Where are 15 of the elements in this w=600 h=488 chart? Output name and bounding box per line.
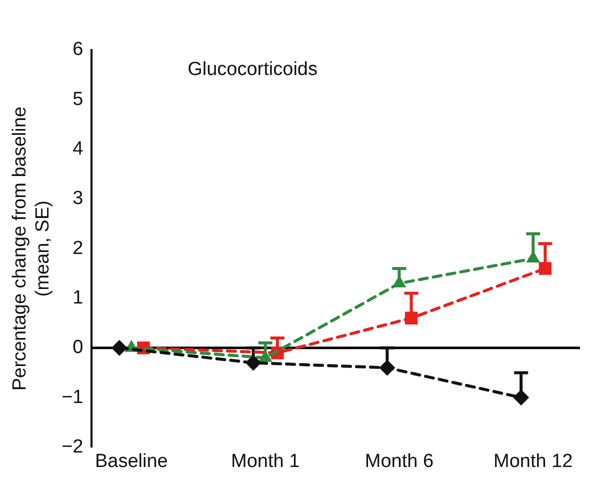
y-tick-label: 3 (72, 188, 84, 210)
x-tick-label: Month 6 (364, 450, 434, 472)
x-tick-label: Month 1 (231, 450, 300, 472)
y-tick-label: 1 (72, 287, 84, 308)
x-tick-label: Baseline (94, 450, 168, 472)
y-tick-label: 5 (72, 88, 84, 110)
y-axis-title: Percentage change from baseline (mean, SE) (10, 106, 54, 391)
text: Glucocorticoids (188, 58, 318, 80)
y-tick-label: 0 (72, 337, 84, 358)
y-tick-label: −2 (62, 436, 84, 458)
y-tick-label: 6 (72, 39, 84, 60)
y-tick-label: 4 (72, 138, 84, 160)
y-tick-label: 2 (72, 238, 84, 259)
y-tick-label: −1 (62, 386, 84, 408)
x-tick-label: Month 12 (494, 450, 573, 472)
